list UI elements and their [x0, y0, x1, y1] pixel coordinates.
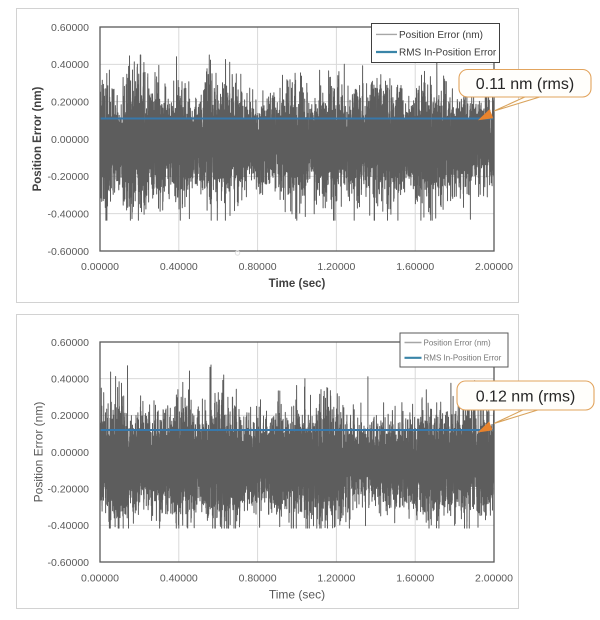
svg-text:-0.40000: -0.40000 — [48, 520, 90, 532]
svg-text:1.60000: 1.60000 — [396, 261, 434, 273]
svg-text:0.11 nm (rms): 0.11 nm (rms) — [476, 76, 574, 93]
svg-text:0.60000: 0.60000 — [51, 337, 89, 349]
svg-text:2.00000: 2.00000 — [475, 573, 513, 585]
svg-text:0.40000: 0.40000 — [160, 573, 198, 585]
svg-text:1.60000: 1.60000 — [396, 573, 434, 585]
svg-text:Position Error (nm): Position Error (nm) — [399, 30, 483, 41]
svg-text:-0.40000: -0.40000 — [48, 208, 90, 220]
svg-text:-0.60000: -0.60000 — [48, 557, 90, 569]
svg-text:2.00000: 2.00000 — [475, 261, 513, 273]
svg-text:1.20000: 1.20000 — [317, 573, 355, 585]
svg-text:Time (sec): Time (sec) — [269, 587, 325, 601]
svg-text:RMS In-Position Error: RMS In-Position Error — [399, 48, 497, 59]
svg-text:0.00000: 0.00000 — [51, 134, 89, 146]
svg-text:0.20000: 0.20000 — [51, 96, 89, 108]
svg-text:0.00000: 0.00000 — [81, 261, 119, 273]
svg-text:Position Error (nm): Position Error (nm) — [32, 402, 46, 503]
svg-text:0.00000: 0.00000 — [51, 447, 89, 459]
svg-text:-0.20000: -0.20000 — [48, 171, 90, 183]
svg-text:0.40000: 0.40000 — [160, 261, 198, 273]
svg-text:0.80000: 0.80000 — [239, 573, 277, 585]
svg-text:Time (sec): Time (sec) — [269, 278, 326, 290]
svg-text:1.20000: 1.20000 — [317, 261, 355, 273]
svg-text:0.60000: 0.60000 — [51, 22, 89, 34]
svg-text:Position Error (nm): Position Error (nm) — [424, 338, 491, 347]
svg-text:0.40000: 0.40000 — [51, 373, 89, 385]
svg-text:-0.20000: -0.20000 — [48, 483, 90, 495]
svg-text:0.00000: 0.00000 — [81, 573, 119, 585]
svg-text:0.12 nm (rms): 0.12 nm (rms) — [476, 388, 576, 405]
svg-text:0.20000: 0.20000 — [51, 410, 89, 422]
svg-text:Position Error (nm): Position Error (nm) — [32, 86, 44, 191]
svg-text:RMS In-Position Error: RMS In-Position Error — [424, 354, 502, 363]
svg-text:0.40000: 0.40000 — [51, 59, 89, 71]
svg-text:0.80000: 0.80000 — [239, 261, 277, 273]
svg-text:-0.60000: -0.60000 — [48, 246, 90, 258]
